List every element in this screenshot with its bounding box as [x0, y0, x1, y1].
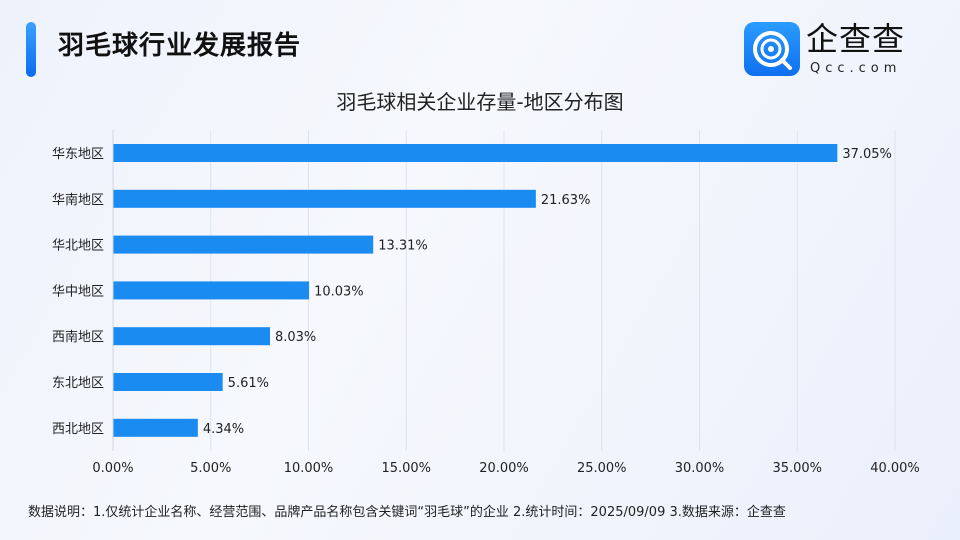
bar: [113, 418, 198, 437]
data-label: 21.63%: [541, 193, 591, 208]
bar: [113, 327, 270, 346]
brand-name: 企查查: [806, 20, 906, 58]
data-label: 4.34%: [203, 422, 244, 437]
x-tick-label: 10.00%: [284, 461, 334, 476]
bar: [113, 281, 310, 300]
category-label: 华南地区: [52, 192, 104, 208]
data-label: 37.05%: [842, 147, 892, 162]
data-label: 10.03%: [314, 284, 364, 299]
bar: [113, 189, 536, 208]
x-tick-label: 5.00%: [190, 461, 231, 476]
chart-title: 羽毛球相关企业存量-地区分布图: [336, 90, 624, 114]
title-accent-bar: [26, 22, 36, 77]
category-label: 华北地区: [52, 239, 104, 254]
x-tick-label: 40.00%: [870, 461, 920, 476]
x-tick-label: 0.00%: [92, 461, 133, 476]
category-label: 东北地区: [52, 376, 104, 391]
qcc-logo-icon: [744, 22, 800, 76]
x-tick-label: 30.00%: [675, 461, 725, 476]
data-label: 13.31%: [378, 239, 428, 254]
bar: [113, 235, 374, 254]
category-label: 西北地区: [52, 422, 104, 437]
page-title: 羽毛球行业发展报告: [58, 31, 302, 61]
category-label: 华中地区: [52, 284, 104, 299]
bar: [113, 373, 223, 391]
x-tick-label: 25.00%: [577, 461, 627, 476]
brand-domain: Qcc.com: [810, 61, 902, 76]
footer-note: 数据说明：1.仅统计企业名称、经营范围、品牌产品名称包含关键词“羽毛球”的企业 …: [28, 505, 786, 520]
category-label: 华东地区: [52, 147, 104, 162]
bar: [113, 144, 838, 162]
category-label: 西南地区: [52, 329, 104, 345]
x-tick-label: 35.00%: [772, 461, 822, 476]
data-label: 5.61%: [228, 376, 269, 391]
x-tick-label: 20.00%: [479, 461, 529, 476]
x-tick-label: 15.00%: [381, 461, 431, 476]
data-label: 8.03%: [275, 330, 316, 345]
